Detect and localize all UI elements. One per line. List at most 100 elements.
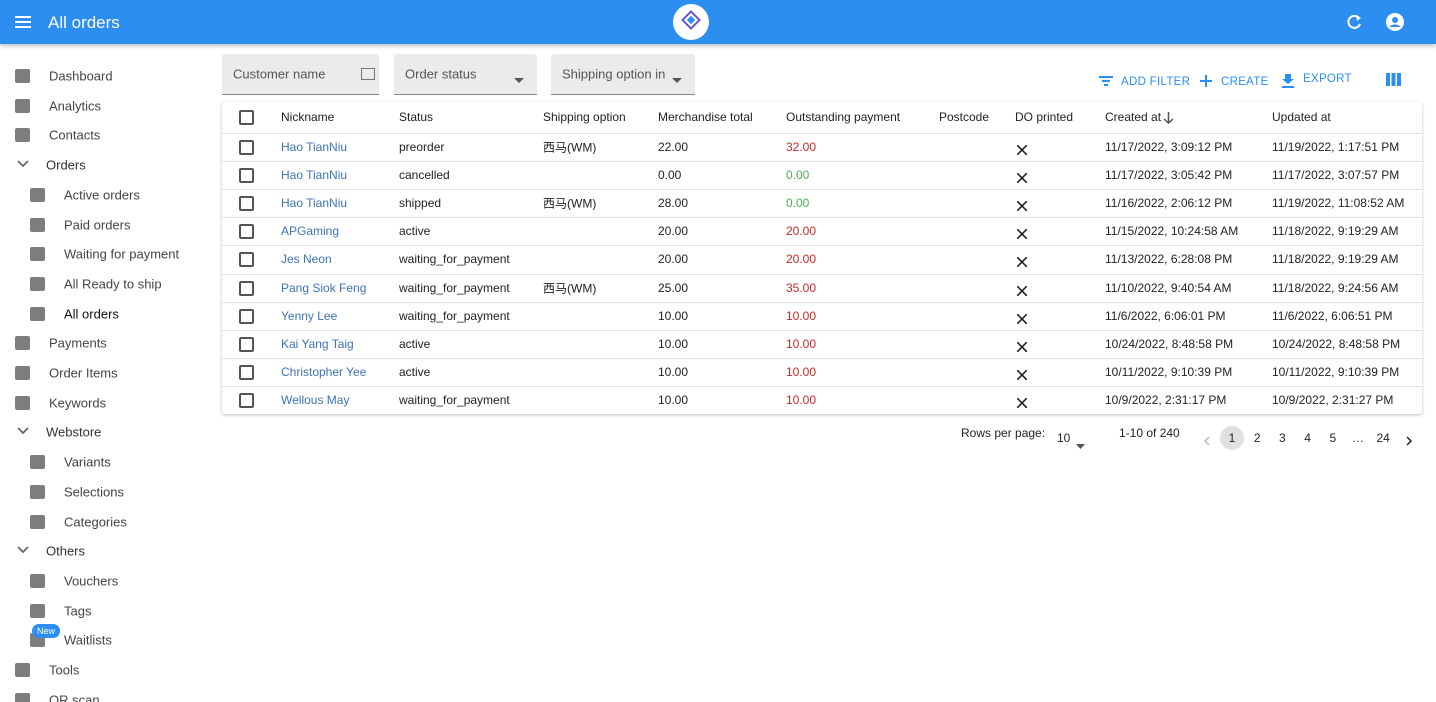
chevron-icon bbox=[16, 543, 30, 562]
nickname[interactable]: Hao TianNiu bbox=[281, 167, 348, 182]
menu-button[interactable] bbox=[14, 13, 32, 31]
page-button[interactable]: 24 bbox=[1376, 431, 1390, 445]
merchandise-total: 10.00 bbox=[658, 336, 689, 351]
menu-item[interactable]: Waitlists bbox=[64, 632, 112, 648]
dropdown-caret bbox=[1076, 436, 1085, 454]
menu-group[interactable]: Webstore bbox=[46, 424, 102, 440]
checkbox[interactable] bbox=[239, 110, 254, 125]
menu-item[interactable]: Categories bbox=[64, 514, 127, 529]
action-button[interactable]: EXPORT bbox=[1303, 73, 1352, 85]
menu-item[interactable]: Analytics bbox=[49, 98, 102, 114]
column-header[interactable]: Nickname bbox=[281, 110, 335, 124]
menu-icon bbox=[30, 187, 45, 202]
nickname[interactable]: Yenny Lee bbox=[281, 308, 338, 323]
merchandise-total: 22.00 bbox=[658, 139, 689, 154]
do-printed-icon bbox=[1016, 367, 1028, 385]
menu-icon bbox=[15, 98, 30, 113]
menu-item[interactable]: Keywords bbox=[49, 395, 107, 411]
menu-group[interactable]: Others bbox=[46, 543, 86, 559]
column-header[interactable]: Postcode bbox=[939, 110, 990, 124]
nickname[interactable]: APGaming bbox=[281, 224, 340, 239]
status: waiting_for_payment bbox=[399, 393, 510, 408]
checkbox[interactable] bbox=[239, 280, 254, 296]
checkbox[interactable] bbox=[239, 167, 254, 183]
menu-icon bbox=[15, 128, 30, 143]
menu-item[interactable]: Waiting for payment bbox=[64, 246, 180, 262]
checkbox[interactable] bbox=[239, 308, 254, 324]
column-header[interactable]: Shipping option bbox=[543, 110, 626, 124]
menu-item[interactable]: Dashboard bbox=[49, 68, 113, 84]
menu-item[interactable]: Paid orders bbox=[64, 217, 131, 232]
menu-item[interactable]: Active orders bbox=[64, 187, 140, 203]
updated-at: 10/11/2022, 9:10:39 PM bbox=[1272, 365, 1400, 380]
rows-per-page-select[interactable]: 10 bbox=[1057, 431, 1071, 445]
nickname[interactable]: Hao TianNiu bbox=[281, 139, 348, 154]
menu-item[interactable]: QR scan bbox=[49, 692, 100, 702]
created-at: 11/10/2022, 9:40:54 AM bbox=[1105, 280, 1232, 295]
page-button[interactable]: 4 bbox=[1304, 431, 1311, 445]
page-title: All orders bbox=[48, 13, 120, 32]
column-header[interactable]: DO printed bbox=[1015, 110, 1074, 124]
outstanding-payment: 20.00 bbox=[786, 224, 817, 239]
menu-item[interactable]: Vouchers bbox=[64, 573, 119, 589]
checkbox[interactable] bbox=[239, 336, 254, 352]
menu-item[interactable]: Payments bbox=[49, 335, 107, 351]
menu-item[interactable]: Order Items bbox=[49, 365, 118, 381]
menu-icon bbox=[30, 603, 45, 618]
menu-item[interactable]: All orders bbox=[64, 306, 119, 322]
outstanding-payment: 0.00 bbox=[786, 195, 810, 210]
menu-group[interactable]: Orders bbox=[46, 157, 86, 173]
page-button[interactable]: 1 bbox=[1228, 431, 1236, 445]
nickname[interactable]: Kai Yang Taig bbox=[281, 336, 354, 351]
column-header[interactable]: Status bbox=[399, 110, 434, 124]
refresh-button[interactable] bbox=[1345, 13, 1363, 31]
column-header[interactable]: Updated at bbox=[1272, 110, 1331, 124]
checkbox[interactable] bbox=[239, 224, 254, 240]
checkbox[interactable] bbox=[239, 252, 254, 268]
columns-button[interactable] bbox=[1386, 73, 1401, 91]
nickname[interactable]: Pang Siok Feng bbox=[281, 280, 367, 295]
menu-item[interactable]: Variants bbox=[64, 454, 111, 470]
nickname[interactable]: Jes Neon bbox=[281, 252, 332, 267]
filter-input[interactable] bbox=[551, 54, 695, 95]
checkbox[interactable] bbox=[239, 393, 254, 409]
page-button[interactable]: … bbox=[1352, 431, 1364, 445]
updated-at: 11/19/2022, 1:17:51 PM bbox=[1272, 139, 1400, 154]
menu-item[interactable]: Contacts bbox=[49, 127, 101, 143]
column-header[interactable]: Outstanding payment bbox=[786, 110, 901, 124]
nickname[interactable]: Hao TianNiu bbox=[281, 195, 348, 210]
nickname[interactable]: Christopher Yee bbox=[281, 365, 367, 380]
action-button[interactable]: CREATE bbox=[1221, 76, 1269, 88]
account-button[interactable] bbox=[1385, 12, 1405, 32]
menu-icon bbox=[30, 455, 45, 470]
checkbox[interactable] bbox=[239, 195, 254, 211]
merchandise-total: 25.00 bbox=[658, 280, 689, 295]
created-at: 10/11/2022, 9:10:39 PM bbox=[1105, 365, 1233, 380]
outstanding-payment: 10.00 bbox=[786, 336, 817, 351]
checkbox[interactable] bbox=[239, 365, 254, 381]
column-header[interactable]: Created at bbox=[1105, 110, 1162, 124]
action-button[interactable]: ADD FILTER bbox=[1121, 76, 1191, 88]
updated-at: 11/18/2022, 9:19:29 AM bbox=[1272, 224, 1399, 239]
menu-icon bbox=[30, 306, 45, 321]
prev-page[interactable] bbox=[1203, 433, 1211, 451]
do-printed-icon bbox=[1016, 395, 1028, 413]
page-button[interactable]: 2 bbox=[1253, 431, 1261, 445]
checkbox[interactable] bbox=[239, 139, 254, 155]
menu-item[interactable]: Tags bbox=[64, 603, 92, 619]
menu-item[interactable]: All Ready to ship bbox=[64, 276, 162, 292]
status: waiting_for_payment bbox=[399, 252, 510, 267]
filter-input[interactable] bbox=[394, 54, 537, 95]
menu-item[interactable]: Selections bbox=[64, 484, 124, 500]
nickname[interactable]: Wellous May bbox=[281, 393, 350, 408]
next-page[interactable] bbox=[1405, 433, 1413, 451]
page-button[interactable]: 5 bbox=[1329, 431, 1337, 445]
rows-per-page-label: Rows per page: bbox=[961, 426, 1046, 440]
outstanding-payment: 35.00 bbox=[786, 280, 817, 295]
app-bar: All orders bbox=[0, 0, 1436, 44]
menu-icon bbox=[30, 573, 45, 588]
column-header[interactable]: Merchandise total bbox=[658, 110, 753, 124]
menu-item[interactable]: Tools bbox=[49, 662, 80, 678]
filter-input[interactable] bbox=[222, 54, 379, 95]
page-button[interactable]: 3 bbox=[1279, 431, 1286, 445]
